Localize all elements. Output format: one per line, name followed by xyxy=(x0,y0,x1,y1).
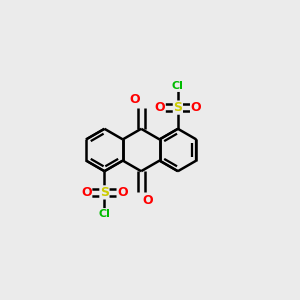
Text: Cl: Cl xyxy=(98,208,110,219)
Text: S: S xyxy=(100,186,109,199)
Text: O: O xyxy=(129,93,140,106)
Text: S: S xyxy=(173,101,182,114)
Text: O: O xyxy=(190,101,201,114)
Text: O: O xyxy=(154,101,165,114)
Text: O: O xyxy=(81,186,92,199)
Text: O: O xyxy=(142,194,153,207)
Text: Cl: Cl xyxy=(172,81,184,92)
Text: O: O xyxy=(117,186,128,199)
